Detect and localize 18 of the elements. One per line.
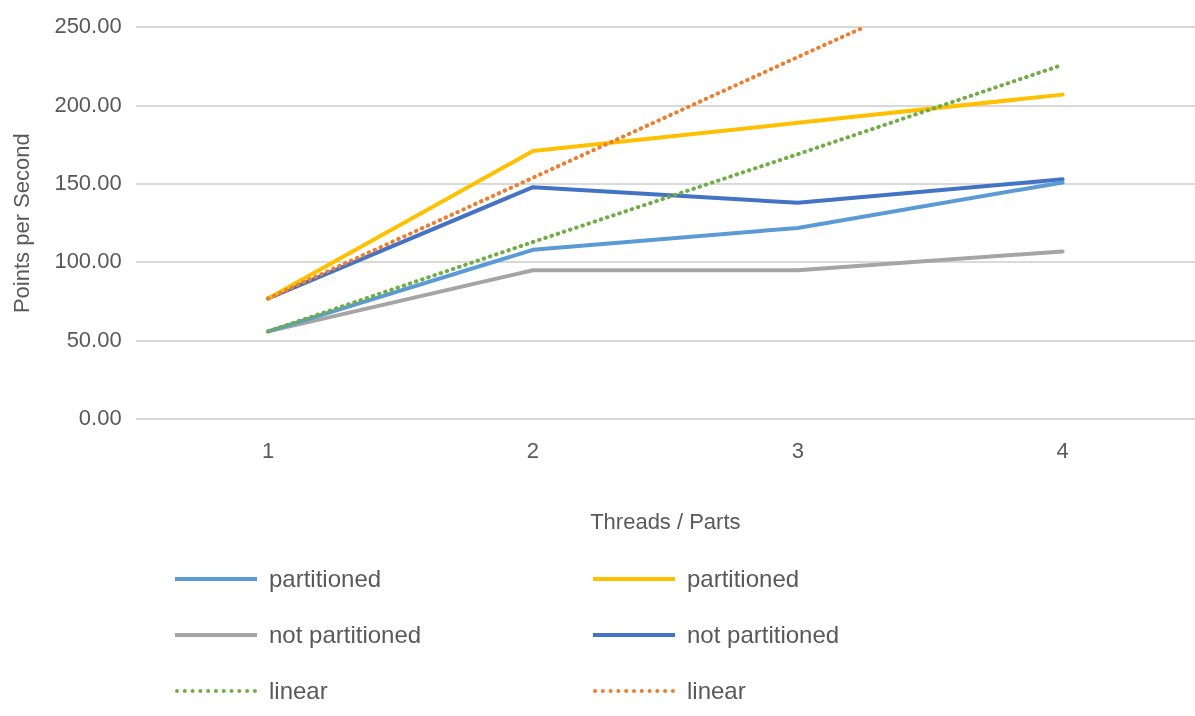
x-tick-label: 3	[791, 438, 804, 464]
y-tick-label: 100.00	[54, 248, 122, 274]
legend-label: linear	[687, 677, 746, 705]
x-axis-title: Threads / Parts	[590, 508, 741, 534]
y-tick-label: 200.00	[54, 91, 122, 117]
y-tick-label: 250.00	[54, 13, 122, 39]
y-tick-label: 50.00	[66, 326, 122, 352]
legend-label: partitioned	[269, 565, 382, 593]
legend-label: partitioned	[687, 565, 800, 593]
x-tick-label: 4	[1056, 438, 1069, 464]
y-axis-title: Points per Second	[9, 133, 35, 314]
legend-label: linear	[269, 677, 328, 705]
y-tick-label: 150.00	[54, 170, 122, 196]
x-tick-label: 2	[526, 438, 540, 464]
legend-label: not partitioned	[269, 621, 422, 649]
y-tick-label: 0.00	[78, 405, 122, 431]
x-tick-label: 1	[261, 438, 275, 464]
legend-label: not partitioned	[687, 621, 840, 649]
